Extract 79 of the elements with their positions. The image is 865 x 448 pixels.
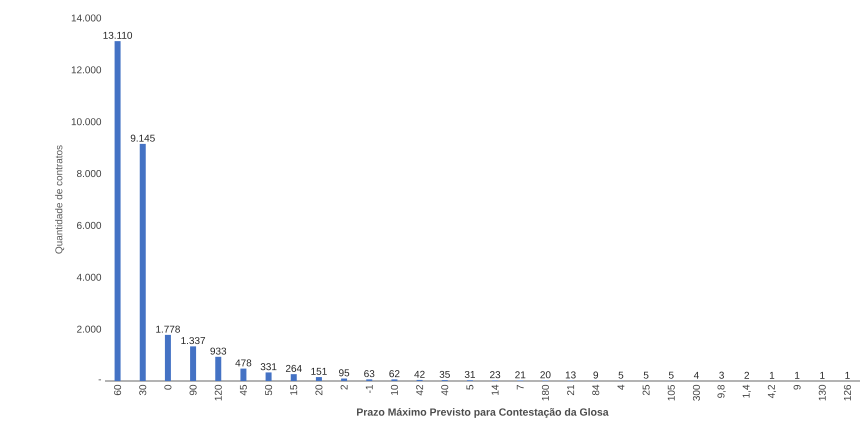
x-tick-label: 10 [390,384,398,395]
y-tick-label: 6.000 [77,222,102,229]
x-tick-label: 14 [492,384,499,395]
data-label: 2 [744,372,750,379]
x-tick-label: 126 [844,384,851,400]
data-label: 478 [235,359,252,366]
y-tick-label: 2.000 [77,326,102,333]
data-label: 4 [694,372,699,379]
y-tick-label: - [98,379,102,380]
data-label: 331 [260,363,276,370]
data-label: 9.145 [130,134,155,142]
data-label: 1.778 [156,326,180,333]
data-label: 63 [364,370,374,378]
bar [266,372,272,381]
x-tick-label: 0 [164,384,172,390]
data-label: 5 [618,372,624,379]
x-tick-label: 9,8 [717,384,726,398]
data-label: 21 [515,371,526,378]
y-axis-title: Quantidade de contratos [55,145,64,254]
bar [215,356,222,381]
data-label: 151 [311,368,327,375]
data-label: 264 [286,364,302,372]
bar [290,374,297,381]
x-tick-label: 105 [668,384,675,400]
x-tick-label: 9 [794,384,801,390]
x-tick-label: 5 [466,384,474,390]
x-tick-label: 60 [114,384,122,396]
data-label: 1 [820,372,825,379]
data-label: 1.337 [181,337,206,344]
x-tick-label: 84 [592,384,600,396]
data-label: 5 [644,372,648,379]
x-tick-label: 2 [340,385,348,390]
x-tick-label: 20 [315,384,322,396]
x-tick-label: 4 [617,384,624,390]
data-label: 13.110 [103,32,132,39]
x-tick-label: 21 [567,385,574,396]
bar [164,334,171,381]
bar [240,368,246,381]
x-tick-label: 30 [139,384,146,396]
x-tick-label: 50 [265,384,272,396]
data-label: 3 [719,372,724,379]
x-tick-label: 180 [542,384,549,400]
bar [316,377,322,381]
data-label: 9 [593,372,598,379]
x-tick-label: 130 [818,384,826,400]
data-label: 933 [210,348,226,355]
data-label: 1 [845,372,850,379]
x-tick-label: 7 [516,385,524,390]
data-label: 35 [440,370,450,378]
y-tick-label: 14.000 [72,14,102,22]
x-axis-title: Prazo Máximo Previsto para Contestação da Glosa [357,408,609,418]
x-tick-label: 42 [416,385,424,396]
data-label: 5 [668,372,674,379]
data-label: 13 [566,371,576,378]
x-tick-label: 90 [190,384,197,396]
y-tick-label: 8.000 [76,170,102,178]
x-tick-label: -1 [366,385,373,393]
bar [140,144,146,381]
x-tick-label: 15 [290,384,298,395]
data-label: 23 [490,371,500,378]
data-label: 42 [414,370,425,378]
x-tick-label: 25 [642,384,650,396]
y-tick-label: 10.000 [72,118,102,126]
x-tick-label: 4,2 [768,385,776,398]
y-tick-label: 12.000 [72,66,102,74]
x-tick-label: 300 [692,384,700,401]
x-tick-label: 1,4 [742,384,751,398]
x-tick-label: 45 [240,384,247,396]
x-tick-label: 120 [214,384,222,400]
data-label: 95 [339,369,350,376]
x-tick-label: 40 [441,384,448,396]
bar [190,346,196,381]
data-label: 1 [795,372,800,379]
bar [114,41,121,381]
data-label: 62 [389,370,400,378]
y-tick-label: 4.000 [76,274,102,281]
data-label: 1 [770,372,774,379]
data-label: 20 [540,371,551,378]
data-label: 31 [464,370,475,378]
